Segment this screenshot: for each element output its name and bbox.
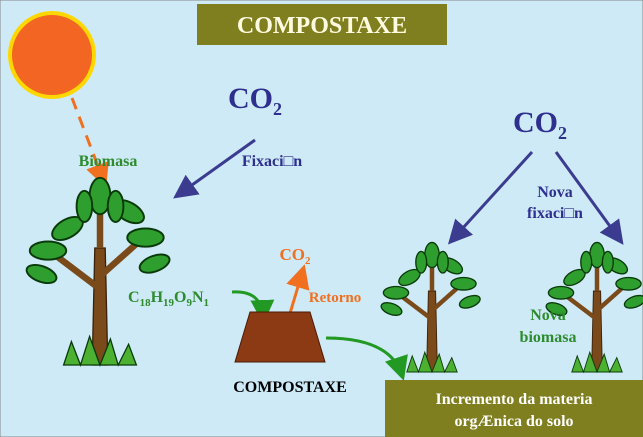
label: Fixaci□n xyxy=(242,153,302,170)
subscript: 18 xyxy=(140,297,152,309)
result: orgÆnica do solo xyxy=(454,413,573,430)
label: COMPOSTAXE xyxy=(233,379,346,396)
subscript: 19 xyxy=(163,297,175,309)
element: C xyxy=(128,289,140,306)
sun xyxy=(10,13,94,97)
title: COMPOSTAXE xyxy=(237,13,407,39)
label: fixaci□n xyxy=(527,205,583,222)
result: Incremento da materia xyxy=(436,391,593,408)
compost-pile xyxy=(235,312,325,362)
subscript: 1 xyxy=(204,297,210,309)
element: N xyxy=(192,289,204,306)
label: biomasa xyxy=(520,329,577,346)
label: Retorno xyxy=(309,290,362,306)
diagram: COMPOSTAXE CO2 CO2 Biomasa Fixaci□n Nova… xyxy=(0,0,643,437)
label: Nova xyxy=(537,184,573,201)
element: O xyxy=(174,289,186,306)
label: Nova xyxy=(530,307,566,324)
label: Biomasa xyxy=(79,153,138,170)
element: H xyxy=(151,289,164,306)
